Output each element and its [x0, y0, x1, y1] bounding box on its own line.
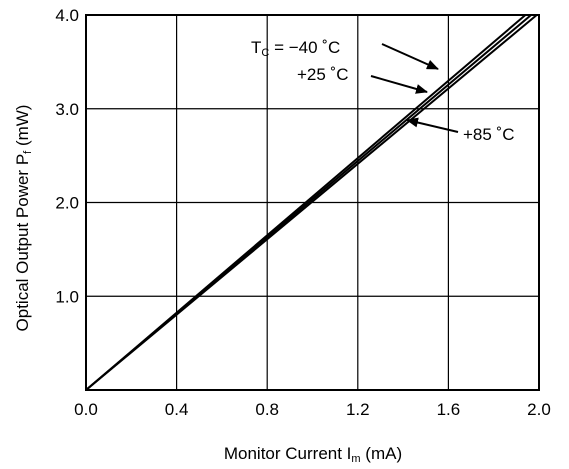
x-tick-label: 2.0 — [527, 400, 551, 419]
y-tick-label: 2.0 — [55, 194, 79, 213]
x-tick-labels: 0.0 0.4 0.8 1.2 1.6 2.0 — [74, 400, 551, 419]
series-lines — [85, 14, 538, 391]
x-axis-title: Monitor Current Im (mA) — [224, 444, 402, 465]
annotation-plus85: +85 ˚C — [463, 125, 515, 144]
x-tick-label: 1.2 — [346, 400, 370, 419]
y-tick-label: 3.0 — [55, 100, 79, 119]
series-line-2 — [85, 14, 538, 391]
x-tick-label: 1.6 — [437, 400, 461, 419]
y-tick-label: 1.0 — [55, 287, 79, 306]
arrow-minus40 — [381, 43, 439, 70]
arrow-plus85 — [406, 117, 459, 133]
x-tick-label: 0.4 — [165, 400, 189, 419]
annotation-minus40: TC = −40 ˚C — [251, 38, 340, 59]
series-annotations: TC = −40 ˚C +25 ˚C +85 ˚C — [251, 38, 515, 144]
x-tick-label: 0.8 — [255, 400, 279, 419]
y-tick-labels: 1.0 2.0 3.0 4.0 — [55, 6, 79, 306]
annotation-plus25: +25 ˚C — [297, 65, 349, 84]
x-tick-label: 0.0 — [74, 400, 98, 419]
plot-frame — [85, 14, 540, 391]
y-axis-title: Optical Output Power Pf (mW) — [13, 105, 34, 332]
y-tick-label: 4.0 — [55, 6, 79, 25]
arrow-plus25 — [370, 75, 428, 94]
